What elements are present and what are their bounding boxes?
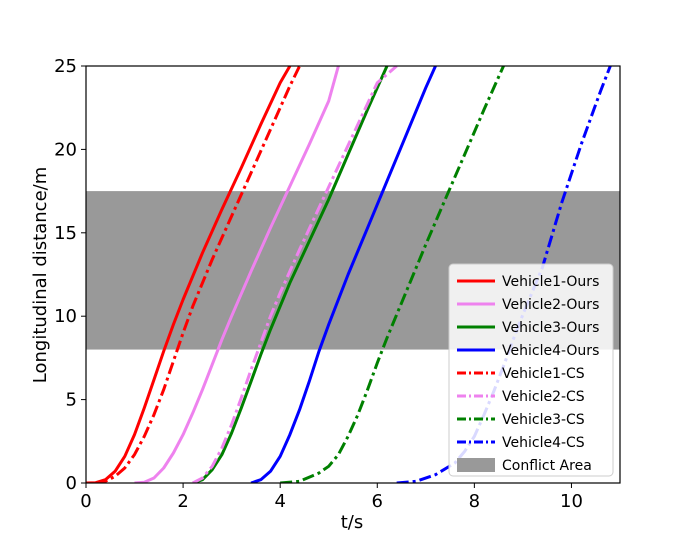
series-line-vehicle3-cs (280, 66, 505, 483)
axes-layer (85, 65, 621, 484)
series-line-vehicle4-ours (250, 66, 437, 483)
y-tick-label: 5 (66, 390, 77, 411)
x-tick-label: 6 (372, 491, 383, 512)
y-tick-label: 20 (54, 139, 77, 160)
ticks-layer: 0 2 4 6 8 10 0 5 10 15 20 25 (54, 56, 583, 512)
legend-label: Vehicle4-Ours (502, 343, 599, 359)
series-line-vehicle1-cs (95, 66, 301, 483)
legend-swatch-conflict-area (457, 458, 495, 472)
y-tick-label: 0 (66, 473, 77, 494)
legend-label: Vehicle2-CS (502, 389, 585, 405)
legend-label: Vehicle4-CS (502, 435, 585, 451)
series-line-vehicle4-cs (396, 66, 612, 483)
x-tick-label: 10 (560, 491, 583, 512)
legend-label: Vehicle1-Ours (502, 274, 599, 290)
y-tick-label: 10 (54, 306, 77, 327)
y-tick-label: 25 (54, 56, 77, 77)
series-line-vehicle2-cs (192, 66, 398, 483)
legend-box (448, 263, 614, 477)
legend-label: Vehicle1-CS (502, 366, 585, 382)
x-tick-label: 0 (80, 491, 91, 512)
x-tick-label: 8 (469, 491, 480, 512)
plot-frame (85, 65, 621, 484)
legend-label: Vehicle3-Ours (502, 320, 599, 336)
legend: Vehicle1-Ours Vehicle2-Ours Vehicle3-Ours V… (448, 263, 614, 477)
series-layer (86, 66, 612, 483)
series-line-vehicle1-ours (86, 66, 292, 483)
series-line-vehicle2-ours (134, 66, 340, 483)
legend-label: Vehicle2-Ours (502, 297, 599, 313)
series-line-vehicle3-ours (192, 66, 389, 483)
y-tick-label: 15 (54, 223, 77, 244)
legend-label: Conflict Area (502, 458, 592, 474)
legend-label: Vehicle3-CS (502, 412, 585, 428)
x-tick-label: 2 (177, 491, 188, 512)
x-tick-label: 4 (274, 491, 285, 512)
y-axis-label: Longitudinal distance/m (30, 167, 51, 383)
x-axis-label: t/s (341, 512, 364, 533)
